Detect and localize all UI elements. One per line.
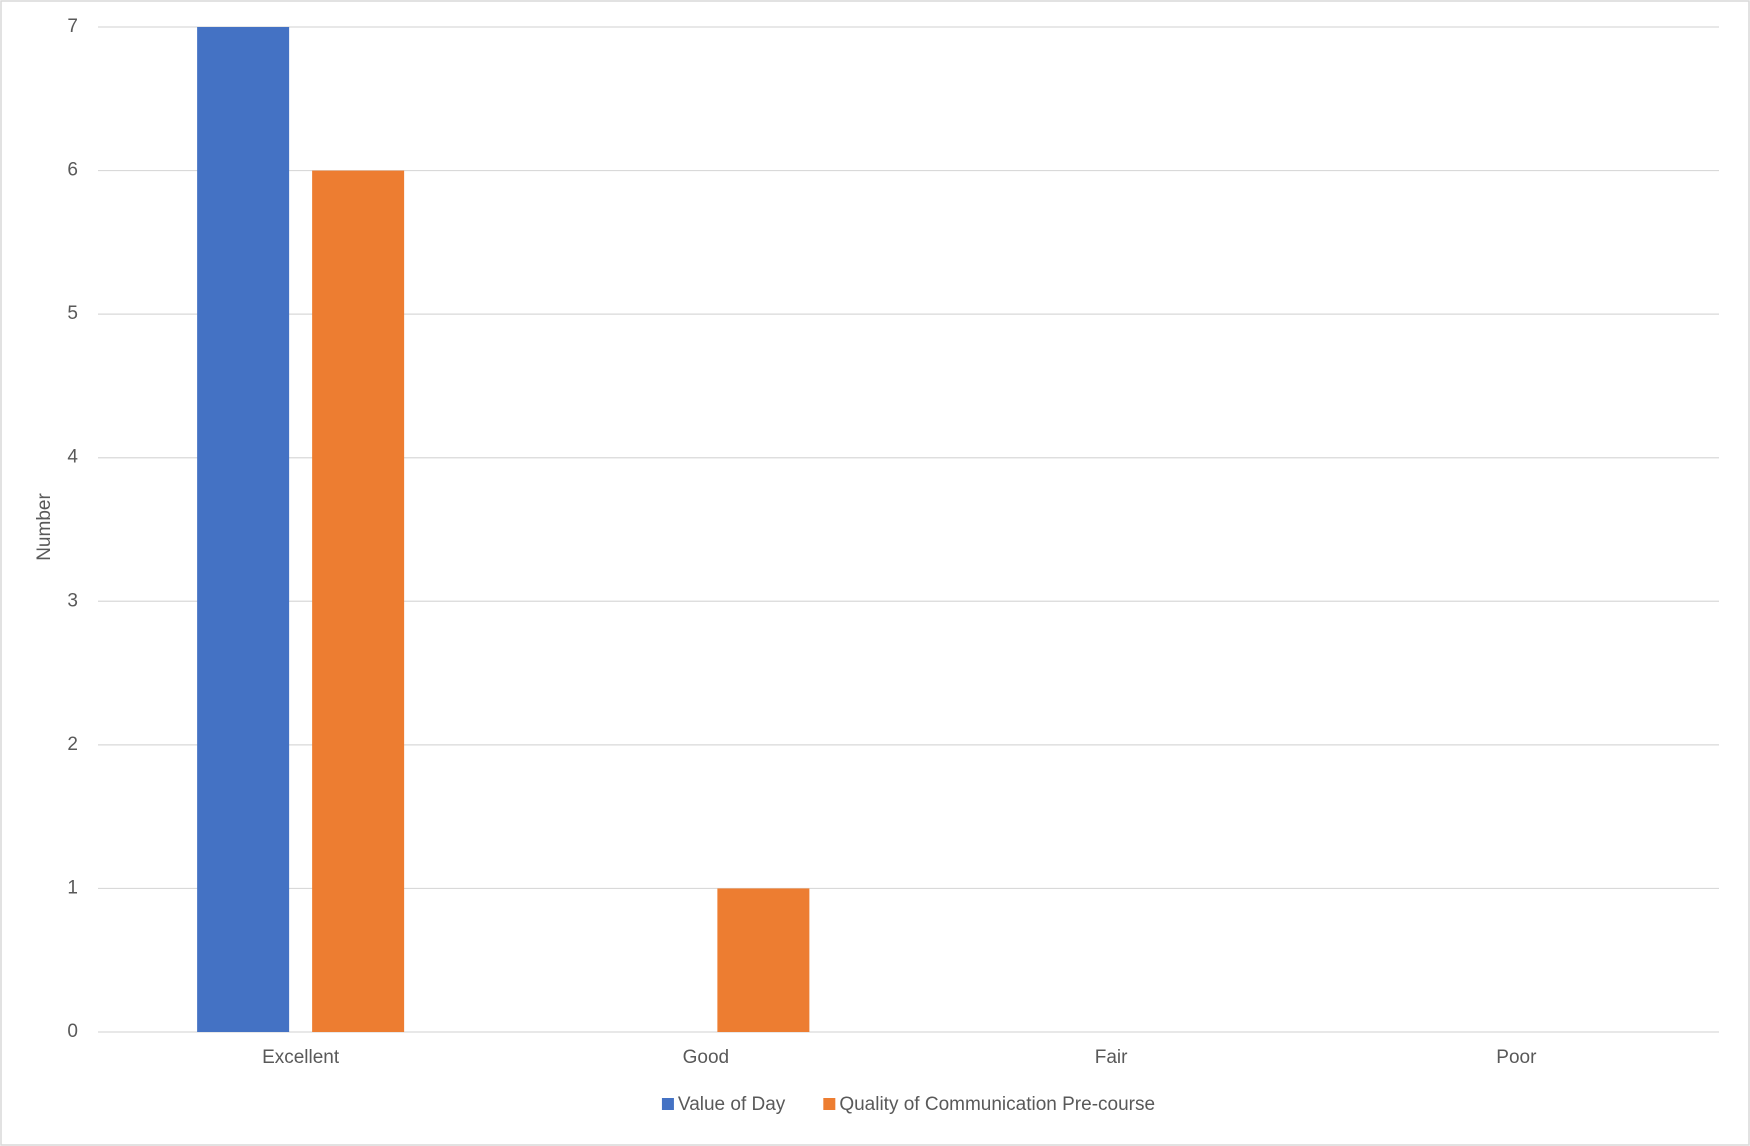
legend: Value of Day Quality of Communication Pre… [661,1094,1155,1115]
bar [312,170,405,1033]
bar [717,888,810,1032]
legend-swatch [823,1098,836,1110]
x-tick-label: Fair [1095,1047,1128,1068]
legend-swatch [661,1098,674,1110]
y-tick-label: 3 [67,590,78,611]
x-tick-label: Good [683,1047,729,1068]
x-tick-label: Poor [1496,1047,1537,1068]
y-tick-label: 2 [67,734,78,755]
x-tick-label: Excellent [262,1047,340,1068]
y-tick-label: 4 [67,447,78,468]
legend-label: Value of Day [678,1094,786,1115]
y-tick-label: 5 [67,303,78,324]
y-tick-label: 0 [67,1021,78,1042]
y-tick-label: 7 [67,16,78,37]
y-tick-label: 1 [67,877,78,898]
bar [197,27,290,1032]
y-axis-title: Number [34,493,55,561]
y-tick-label: 6 [67,160,78,181]
legend-label: Quality of Communication Pre-course [839,1094,1155,1115]
